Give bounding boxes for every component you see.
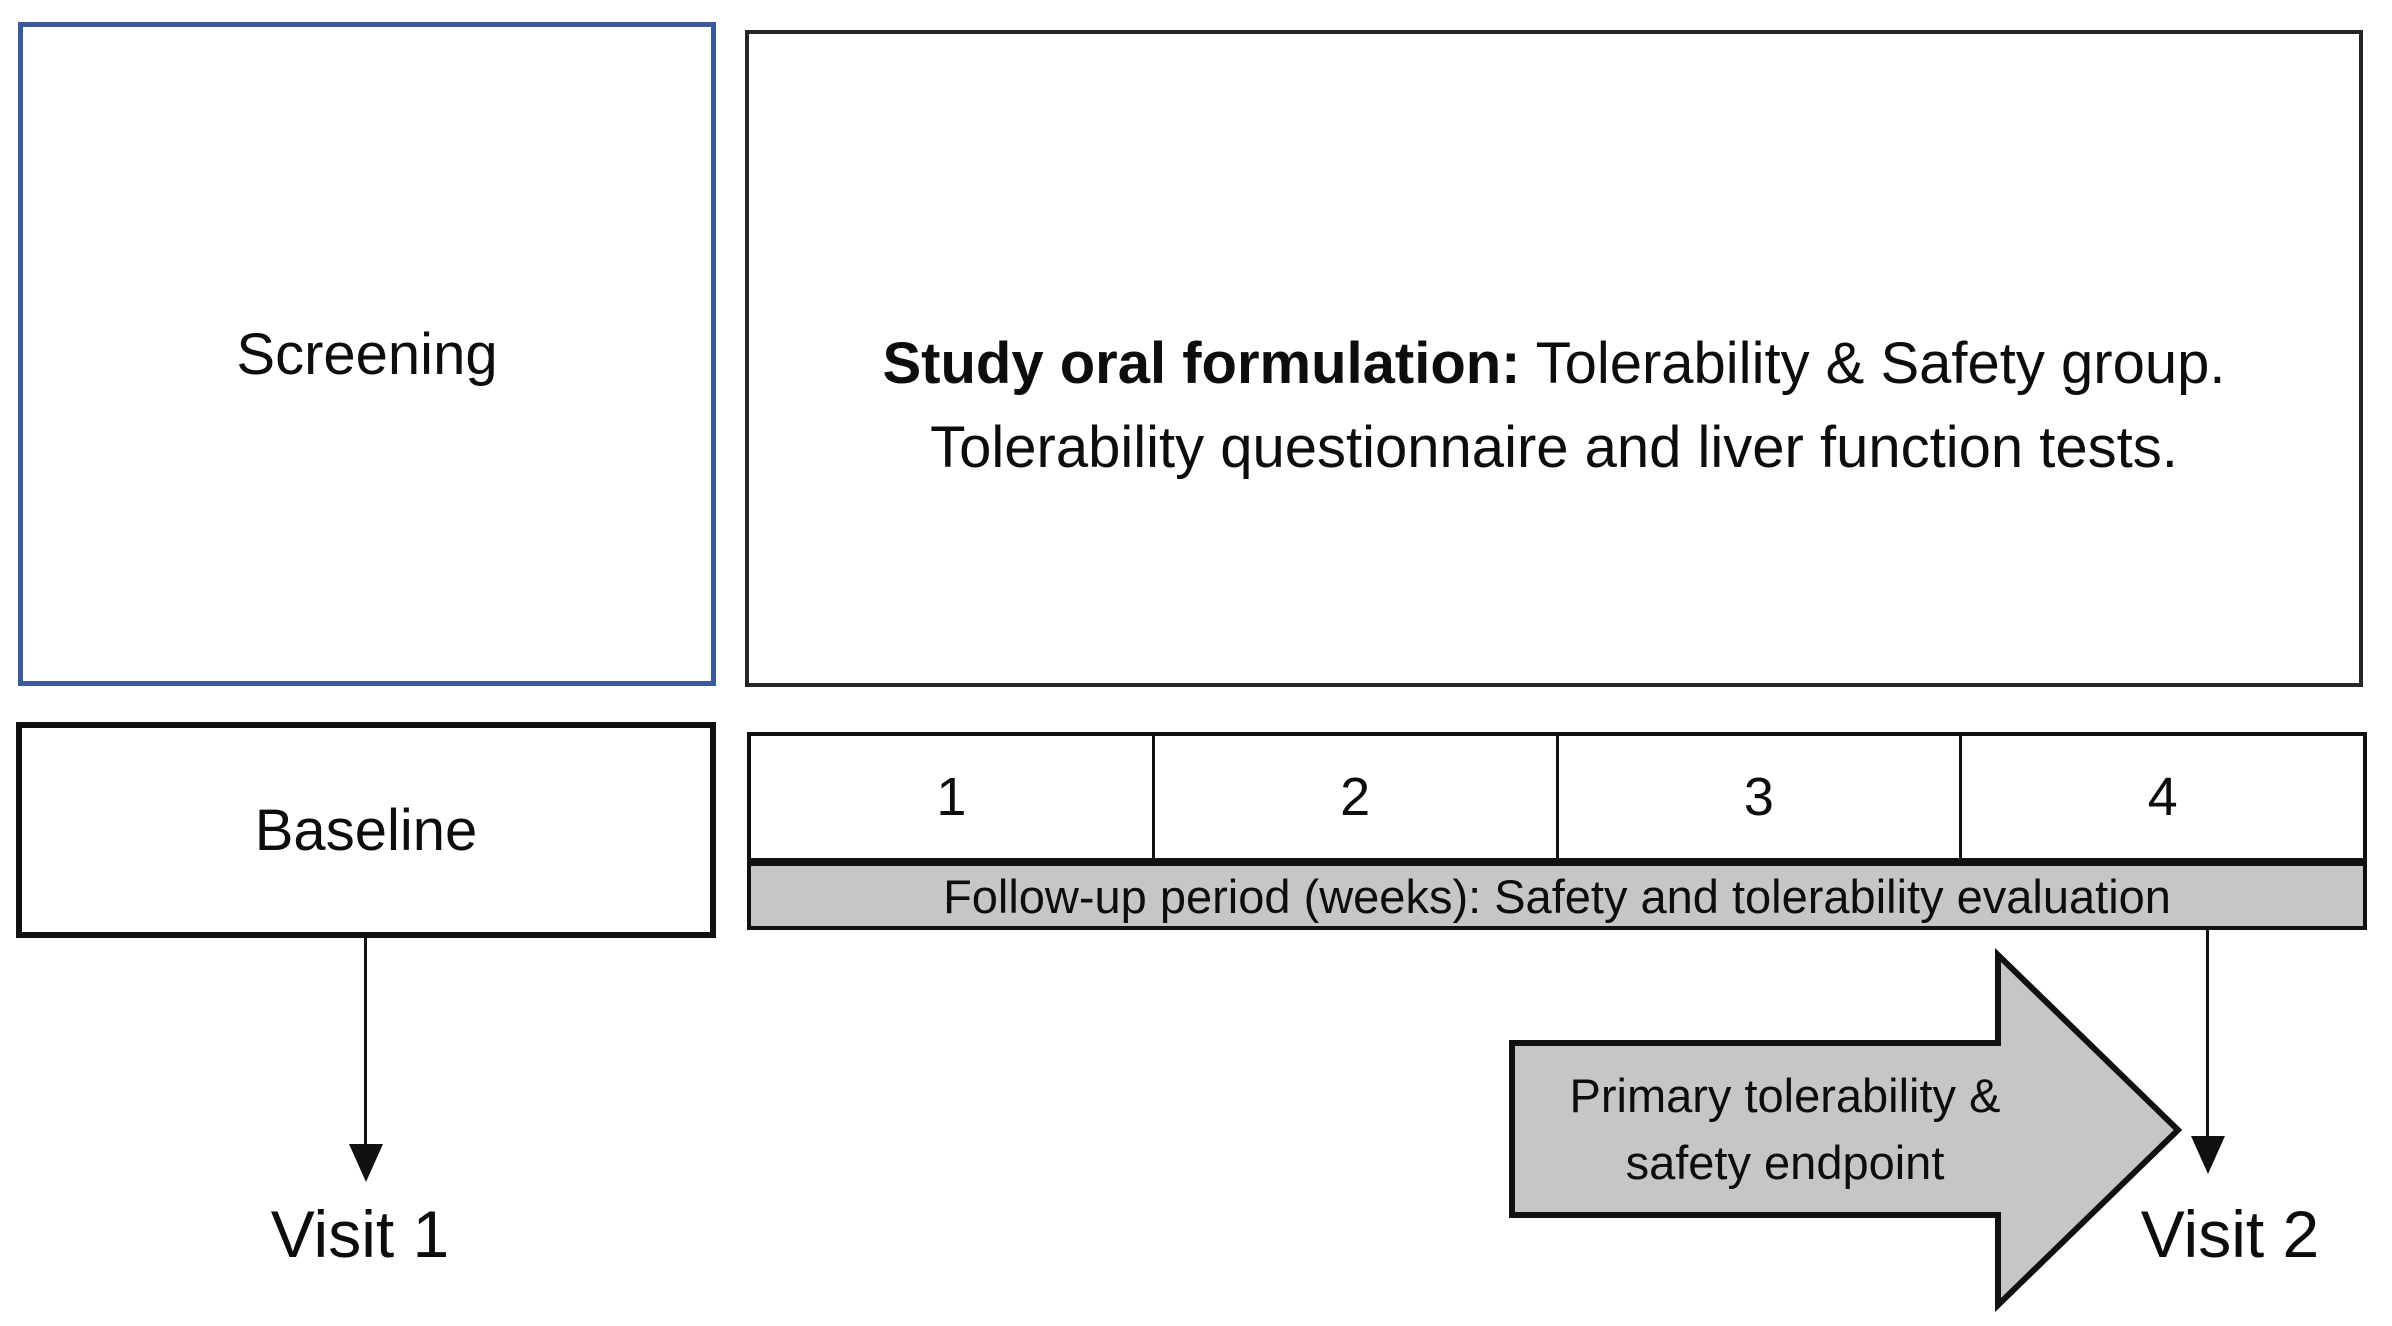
week-cell-4: 4	[2147, 767, 2178, 827]
screening-label: Screening	[236, 321, 498, 387]
screening-box: Screening	[18, 22, 716, 686]
endpoint-arrow-text-line2: safety endpoint	[1625, 1136, 1945, 1189]
visit2-label: Visit 2	[2140, 1197, 2320, 1271]
baseline-box: Baseline	[16, 722, 716, 938]
study-description-text: Study oral formulation: Tolerability & S…	[759, 322, 2349, 490]
week-cell-3: 3	[1559, 736, 1963, 858]
visit2-arrowhead-icon	[2191, 1136, 2225, 1174]
visit1-label: Visit 1	[270, 1197, 450, 1271]
study-description-line1: Study oral formulation: Tolerability & S…	[759, 322, 2349, 406]
visit2-arrow-line	[2206, 930, 2209, 1138]
study-description-regular: Tolerability & Safety group.	[1520, 331, 2226, 396]
endpoint-arrow-text: Primary tolerability & safety endpoint	[1505, 1062, 2065, 1196]
endpoint-arrow-text-line1: Primary tolerability &	[1569, 1069, 2001, 1122]
endpoint-block-arrow-icon	[1509, 948, 2183, 1313]
study-description-bold: Study oral formulation:	[882, 331, 1521, 396]
week-cell-1: 1	[751, 736, 1155, 858]
study-description-line2: Tolerability questionnaire and liver fun…	[930, 415, 2178, 480]
week-cell-2: 2	[1155, 736, 1559, 858]
study-description-box: Study oral formulation: Tolerability & S…	[745, 30, 2363, 687]
followup-period-label: Follow-up period (weeks): Safety and tol…	[943, 869, 2171, 923]
visit1-arrowhead-icon	[349, 1144, 383, 1182]
visit1-arrow-line	[364, 938, 367, 1146]
followup-period-bar: Follow-up period (weeks): Safety and tol…	[747, 862, 2367, 930]
followup-week-row: 1 2 3 4	[747, 732, 2367, 862]
baseline-label: Baseline	[254, 797, 478, 863]
